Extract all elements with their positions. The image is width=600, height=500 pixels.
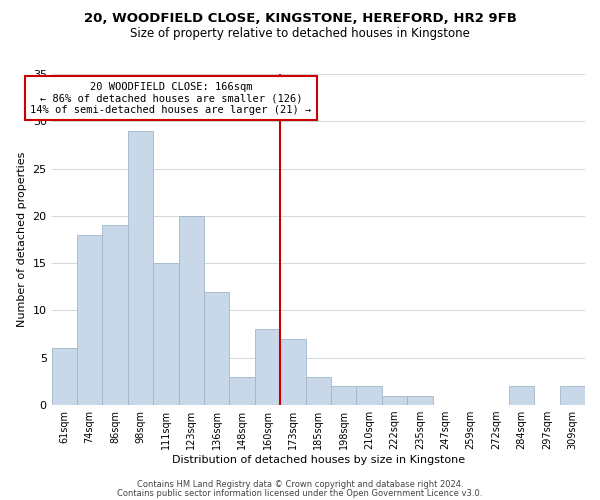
Bar — [204, 292, 229, 405]
Text: Contains HM Land Registry data © Crown copyright and database right 2024.: Contains HM Land Registry data © Crown c… — [137, 480, 463, 489]
Bar — [229, 376, 255, 405]
Bar — [103, 226, 128, 405]
Y-axis label: Number of detached properties: Number of detached properties — [17, 152, 27, 327]
Bar — [331, 386, 356, 405]
Bar — [255, 330, 280, 405]
Bar — [382, 396, 407, 405]
Bar — [509, 386, 534, 405]
X-axis label: Distribution of detached houses by size in Kingstone: Distribution of detached houses by size … — [172, 455, 465, 465]
Bar — [356, 386, 382, 405]
Bar — [560, 386, 585, 405]
Bar — [128, 131, 153, 405]
Bar — [179, 216, 204, 405]
Bar — [305, 376, 331, 405]
Bar — [153, 263, 179, 405]
Text: Contains public sector information licensed under the Open Government Licence v3: Contains public sector information licen… — [118, 489, 482, 498]
Text: 20 WOODFIELD CLOSE: 166sqm
← 86% of detached houses are smaller (126)
14% of sem: 20 WOODFIELD CLOSE: 166sqm ← 86% of deta… — [31, 82, 311, 115]
Bar — [280, 339, 305, 405]
Text: Size of property relative to detached houses in Kingstone: Size of property relative to detached ho… — [130, 28, 470, 40]
Bar — [52, 348, 77, 405]
Text: 20, WOODFIELD CLOSE, KINGSTONE, HEREFORD, HR2 9FB: 20, WOODFIELD CLOSE, KINGSTONE, HEREFORD… — [83, 12, 517, 26]
Bar — [407, 396, 433, 405]
Bar — [77, 235, 103, 405]
